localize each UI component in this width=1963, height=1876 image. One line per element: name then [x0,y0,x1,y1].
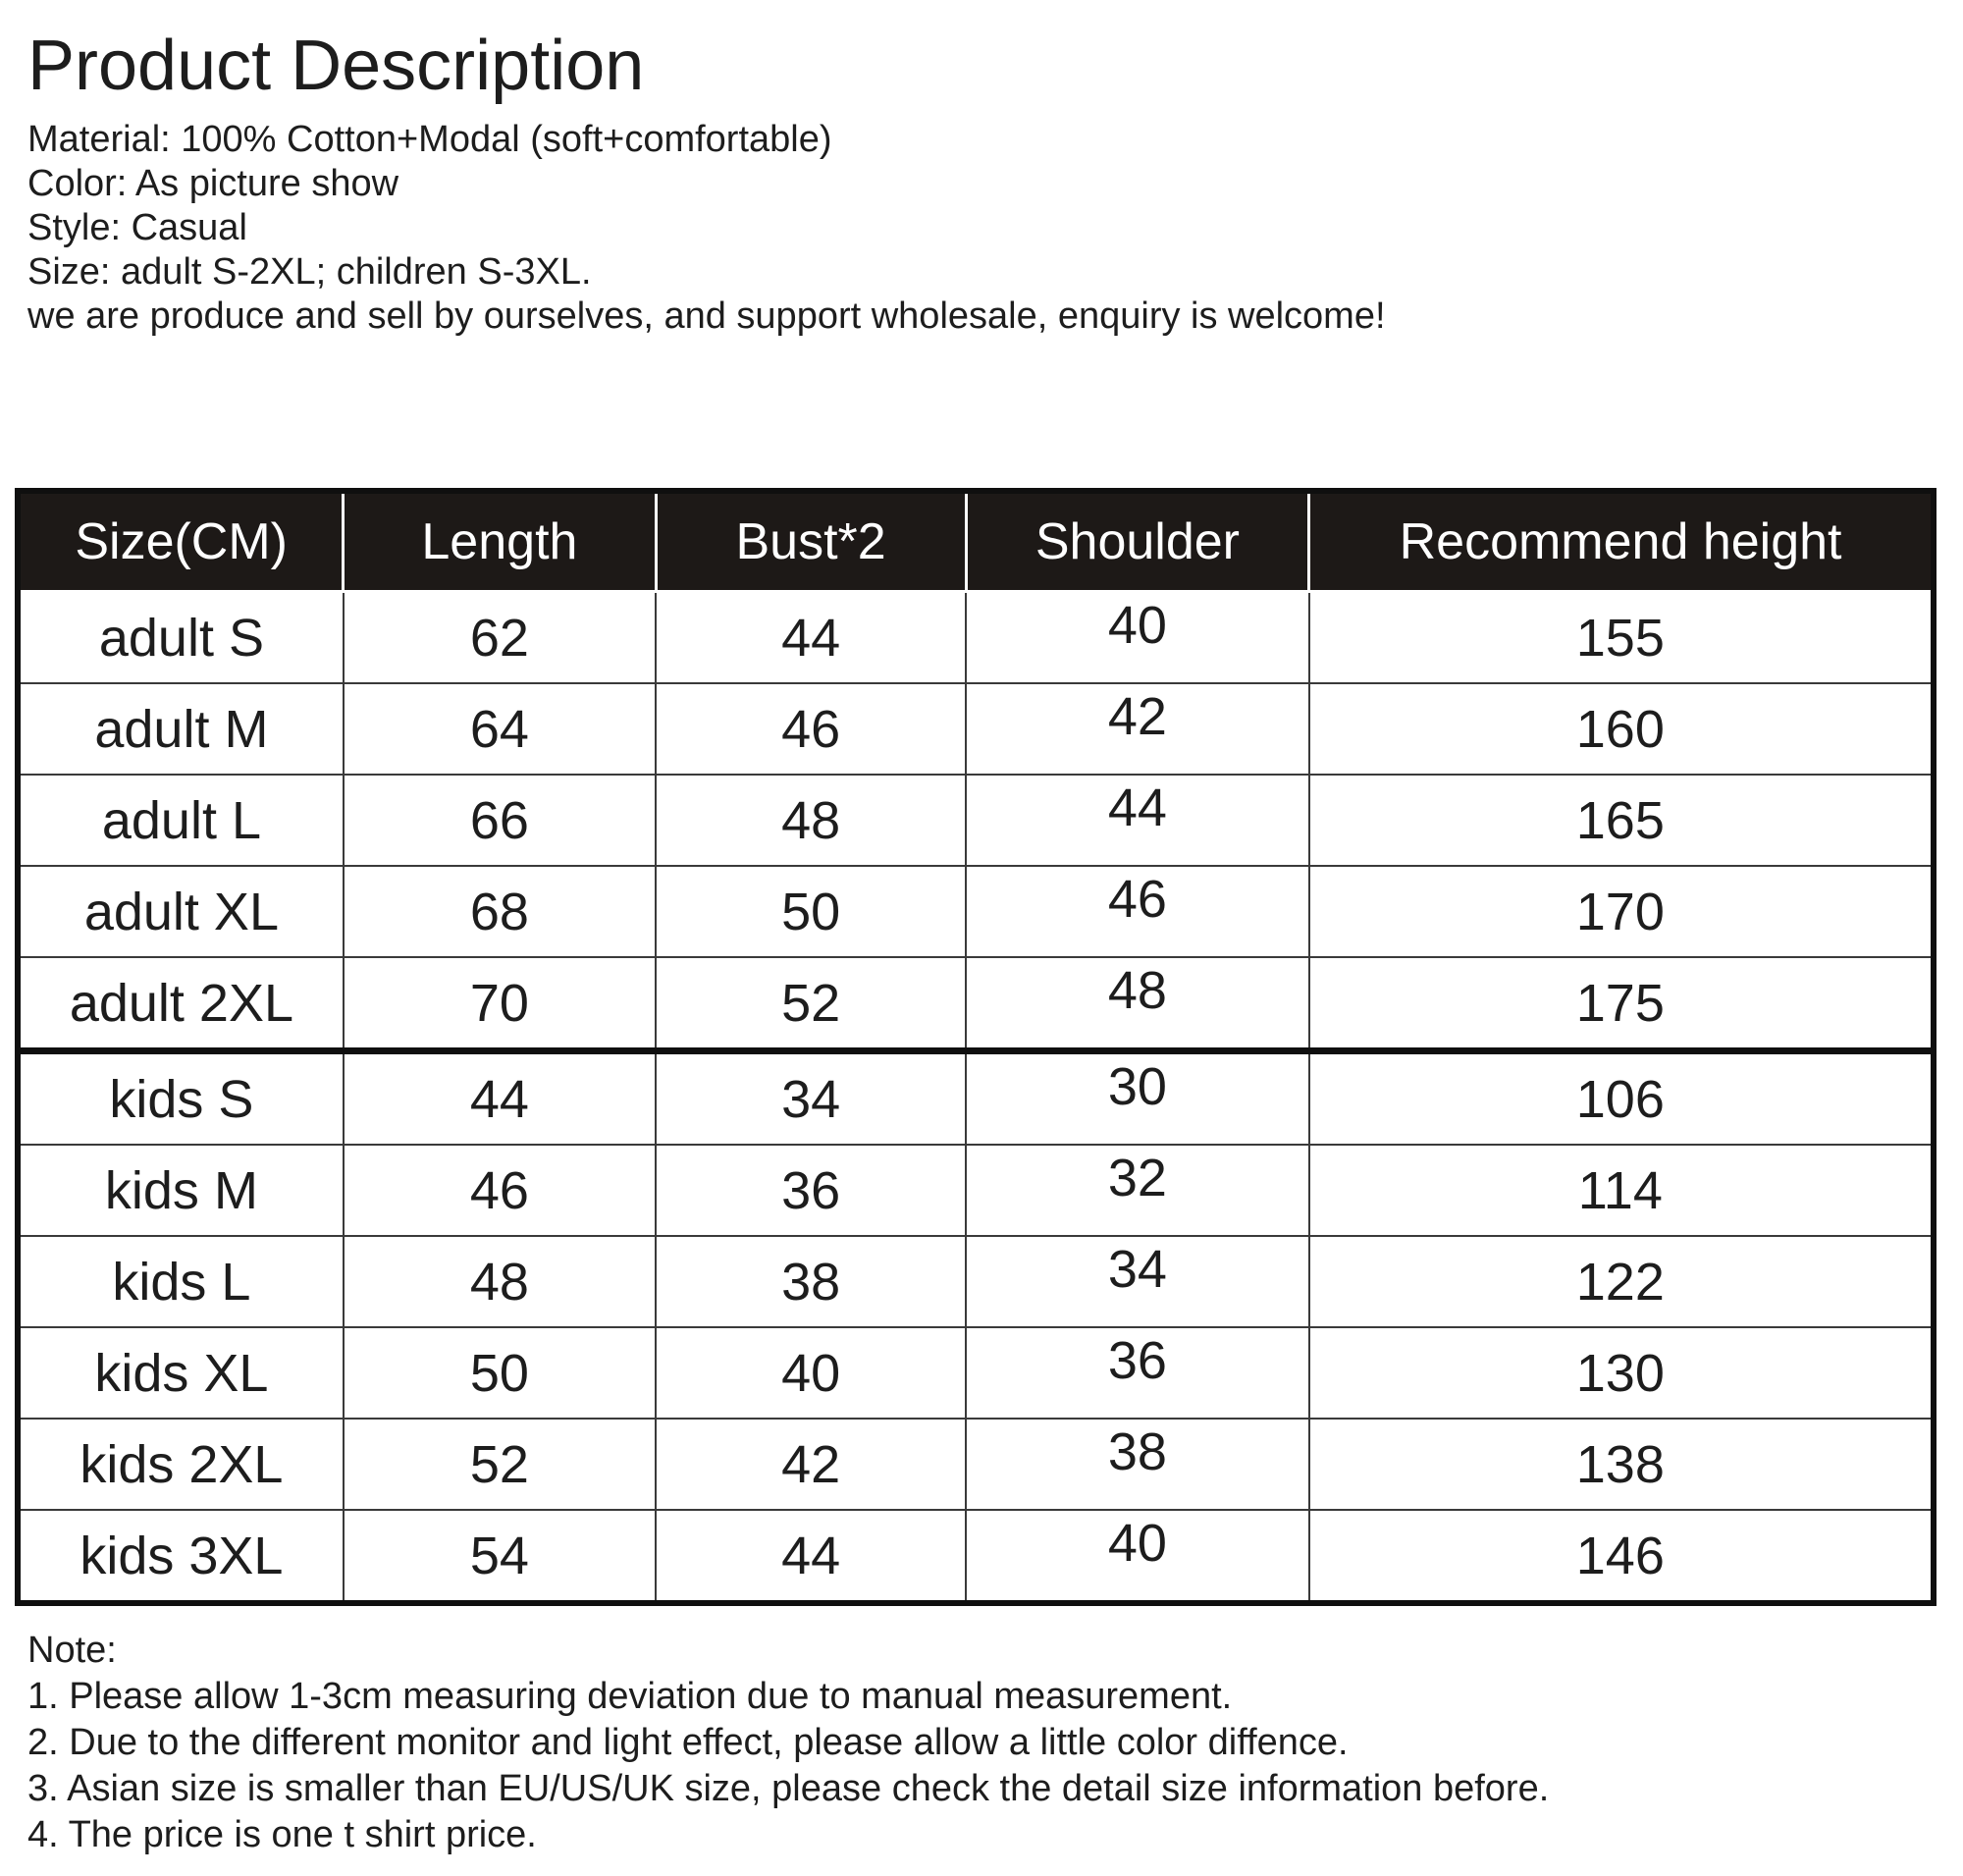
col-header-size: Size(CM) [16,489,345,593]
height-cell: 130 [1307,1326,1936,1420]
note-item-3: 3. Asian size is smaller than EU/US/UK s… [27,1768,1550,1809]
bust-cell: 38 [654,1235,968,1328]
size-cell: adult 2XL [17,956,345,1052]
table-row-kids-l: kids L 48 38 34 122 [17,1235,1936,1328]
height-cell: 165 [1307,774,1936,867]
shoulder-cell: 40 [965,1509,1310,1604]
size-range-line: Size: adult S-2XL; children S-3XL. [27,251,592,293]
wholesale-line: we are produce and sell by ourselves, an… [27,295,1386,337]
bust-cell: 36 [654,1144,968,1237]
shoulder-cell: 38 [965,1418,1310,1511]
note-item-2: 2. Due to the different monitor and ligh… [27,1722,1349,1763]
shoulder-cell: 40 [965,590,1310,684]
table-row-adult-l: adult L 66 48 44 165 [17,774,1936,867]
height-cell: 106 [1307,1047,1936,1146]
note-item-4: 4. The price is one t shirt price. [27,1814,537,1855]
height-cell: 175 [1307,956,1936,1052]
length-cell: 68 [342,865,658,958]
bust-cell: 34 [654,1047,968,1146]
notes-heading: Note: [27,1630,117,1671]
size-chart-table: Size(CM) Length Bust*2 Shoulder Recommend he… [15,488,1936,1606]
length-cell: 48 [342,1235,658,1328]
note-item-1: 1. Please allow 1-3cm measuring deviatio… [27,1676,1233,1717]
bust-cell: 52 [654,956,968,1052]
table-row-kids-3xl: kids 3XL 54 44 40 146 [17,1509,1936,1604]
length-cell: 54 [342,1509,658,1604]
shoulder-cell: 36 [965,1326,1310,1420]
length-cell: 66 [342,774,658,867]
height-cell: 160 [1307,682,1936,776]
product-attributes: Material: 100% Cotton+Modal (soft+comfor… [27,118,1948,339]
height-cell: 155 [1307,590,1936,684]
material-line: Material: 100% Cotton+Modal (soft+comfor… [27,119,832,160]
size-cell: adult S [17,590,345,684]
table-row-kids-m: kids M 46 36 32 114 [17,1144,1936,1237]
length-cell: 70 [342,956,658,1052]
table-row-adult-xl: adult XL 68 50 46 170 [17,865,1936,958]
bust-cell: 50 [654,865,968,958]
length-cell: 50 [342,1326,658,1420]
size-cell: kids M [17,1144,345,1237]
header-row: Size(CM) Length Bust*2 Shoulder Recommend he… [16,489,1936,593]
size-cell: kids 2XL [17,1418,345,1511]
height-cell: 138 [1307,1418,1936,1511]
color-line: Color: As picture show [27,163,399,204]
col-header-height: Recommend height [1307,489,1936,593]
shoulder-cell: 46 [965,865,1310,958]
table-row-kids-2xl: kids 2XL 52 42 38 138 [17,1418,1936,1511]
size-cell: adult L [17,774,345,867]
bust-cell: 40 [654,1326,968,1420]
size-cell: kids 3XL [17,1509,345,1604]
col-header-shoulder: Shoulder [964,489,1311,593]
shoulder-cell: 42 [965,682,1310,776]
length-cell: 64 [342,682,658,776]
bust-cell: 48 [654,774,968,867]
style-line: Style: Casual [27,207,247,248]
size-cell: kids S [17,1047,345,1146]
bust-cell: 44 [654,590,968,684]
size-cell: kids XL [17,1326,345,1420]
shoulder-cell: 34 [965,1235,1310,1328]
length-cell: 52 [342,1418,658,1511]
length-cell: 46 [342,1144,658,1237]
size-cell: adult XL [17,865,345,958]
bust-cell: 44 [654,1509,968,1604]
table-row-kids-xl: kids XL 50 40 36 130 [17,1326,1936,1420]
table-row-kids-s: kids S 44 34 30 106 [17,1047,1936,1146]
shoulder-cell: 32 [965,1144,1310,1237]
bust-cell: 46 [654,682,968,776]
col-header-bust: Bust*2 [654,489,968,593]
size-cell: kids L [17,1235,345,1328]
table-row-adult-2xl: adult 2XL 70 52 48 175 [17,956,1936,1052]
height-cell: 170 [1307,865,1936,958]
shoulder-cell: 30 [965,1047,1310,1146]
table-row-adult-s: adult S 62 44 40 155 [17,590,1936,684]
bust-cell: 42 [654,1418,968,1511]
shoulder-cell: 44 [965,774,1310,867]
col-header-length: Length [342,489,658,593]
height-cell: 122 [1307,1235,1936,1328]
height-cell: 146 [1307,1509,1936,1604]
size-chart-header: Size(CM) Length Bust*2 Shoulder Recommend he… [16,489,1936,593]
length-cell: 62 [342,590,658,684]
size-cell: adult M [17,682,345,776]
shoulder-cell: 48 [965,956,1310,1052]
table-row-adult-m: adult M 64 46 42 160 [17,682,1936,776]
notes-section: Note: 1. Please allow 1-3cm measuring de… [27,1628,1948,1858]
page-title: Product Description [27,27,645,105]
length-cell: 44 [342,1047,658,1146]
height-cell: 114 [1307,1144,1936,1237]
